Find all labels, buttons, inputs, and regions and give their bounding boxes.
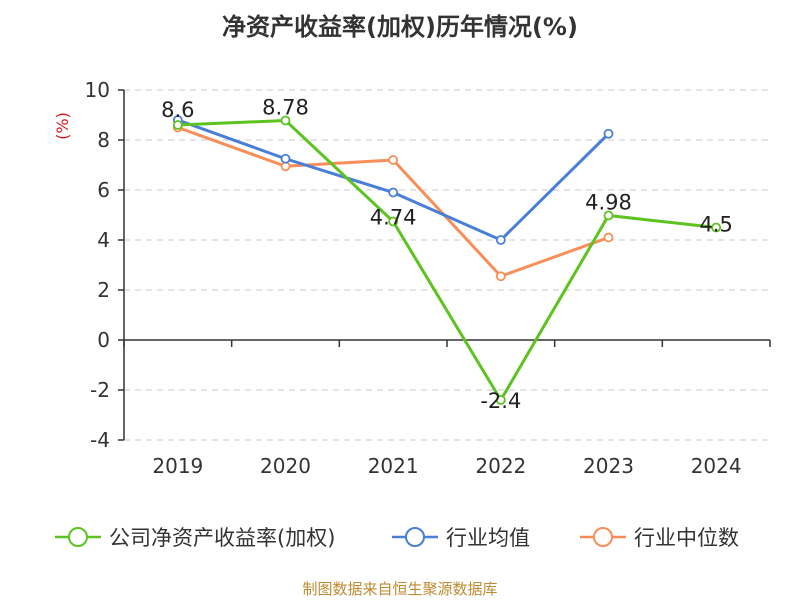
data-label: 4.5 [699, 213, 732, 237]
data-point [280, 115, 291, 126]
series-2 [172, 122, 614, 282]
data-point [388, 155, 399, 165]
x-tick-label: 2020 [260, 454, 311, 478]
legend-label: 公司净资产收益率(加权) [109, 526, 335, 550]
data-point [495, 395, 506, 405]
legend-marker [405, 527, 425, 547]
y-tick-label: 2 [97, 278, 110, 302]
data-labels: 8.6 8.78 4.74 -2.4 4.98 4.5 [161, 96, 733, 414]
x-tick-label: 2024 [691, 454, 742, 478]
data-point [388, 187, 399, 198]
y-tick-label: 8 [97, 128, 110, 152]
y-tick-labels: 10 8 6 4 2 0 -2 -4 [85, 78, 110, 452]
legend-label: 行业中位数 [634, 526, 739, 550]
data-point [495, 271, 506, 282]
y-tick-label: 10 [85, 78, 110, 102]
data-point [711, 222, 722, 233]
y-tick-label: -4 [90, 428, 110, 452]
data-label: -2.4 [480, 389, 521, 413]
source-note: 制图数据来自恒生聚源数据库 [302, 580, 497, 598]
axes [118, 89, 771, 441]
series-0 [172, 115, 722, 405]
data-point [388, 216, 399, 227]
series-lines [172, 115, 722, 405]
series-line [177, 119, 717, 402]
y-tick-label: 4 [97, 228, 110, 252]
x-tick-label: 2023 [583, 454, 634, 478]
legend-label: 行业均值 [446, 526, 530, 550]
y-tick-label: 6 [97, 178, 110, 202]
legend-marker [68, 527, 88, 547]
legend-item-0: 公司净资产收益率(加权) [55, 526, 335, 550]
y-tick-label: 0 [97, 328, 110, 352]
x-tick-label: 2021 [368, 454, 419, 478]
data-label: 8.78 [262, 96, 309, 120]
gridlines [124, 89, 770, 441]
y-tick-label: -2 [90, 378, 110, 402]
x-tick-label: 2022 [475, 454, 526, 478]
legend-item-2: 行业中位数 [580, 526, 739, 550]
data-point [603, 128, 614, 139]
data-label: 4.98 [585, 191, 632, 215]
legend-marker [593, 527, 613, 547]
x-tick-labels: 2019 2020 2021 2022 2023 2024 [152, 454, 741, 478]
data-point [172, 120, 183, 130]
data-point [603, 232, 614, 243]
data-point [280, 153, 291, 164]
legend-item-1: 行业均值 [392, 526, 530, 550]
chart-title: 净资产收益率(加权)历年情况(%) [222, 13, 578, 41]
series-line [177, 126, 610, 278]
data-point [603, 210, 614, 221]
data-point [495, 235, 506, 245]
data-label: 8.6 [161, 98, 194, 122]
data-label: 4.74 [370, 206, 417, 230]
x-tick-label: 2019 [152, 454, 203, 478]
legend: 公司净资产收益率(加权) 行业均值 行业中位数 [55, 526, 739, 550]
series-1 [172, 115, 614, 245]
y-axis-unit-label: (%) [53, 112, 72, 140]
